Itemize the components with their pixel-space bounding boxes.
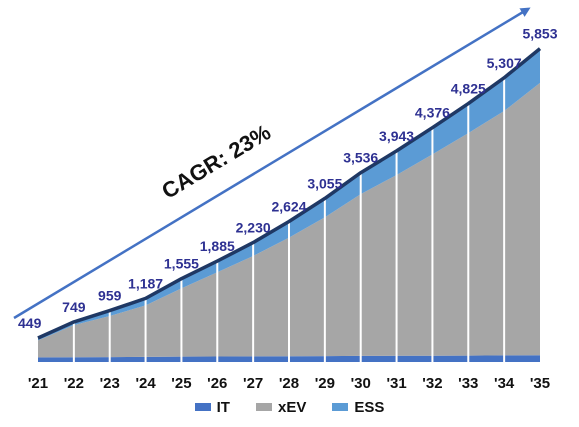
x-tick-label: '31 [386, 375, 406, 392]
x-tick-label: '32 [422, 375, 442, 392]
legend-item-it: IT [194, 398, 230, 416]
total-data-label: 2,230 [236, 220, 271, 236]
total-data-label: 3,055 [307, 175, 342, 191]
x-tick-label: '22 [64, 375, 84, 392]
legend-swatch-ess [332, 403, 349, 411]
legend-swatch-xev [255, 403, 272, 411]
total-data-label: 3,943 [379, 128, 414, 144]
total-data-label: 959 [98, 288, 122, 304]
x-tick-label: '28 [279, 375, 299, 392]
x-tick-label: '30 [351, 375, 371, 392]
area-xev [38, 82, 540, 358]
legend-label-it: IT [216, 398, 230, 416]
x-tick-label: '23 [100, 375, 120, 392]
total-data-label: 5,307 [487, 55, 522, 71]
total-data-label: 3,536 [343, 150, 378, 166]
x-tick-label: '35 [530, 375, 550, 392]
x-tick-label: '34 [494, 375, 515, 392]
total-data-label: 449 [18, 315, 42, 331]
total-data-label: 5,853 [522, 26, 557, 42]
legend-swatch-it [194, 403, 211, 411]
total-data-label: 1,187 [128, 275, 163, 291]
x-tick-label: '33 [458, 375, 478, 392]
x-tick-label: '29 [315, 375, 335, 392]
total-data-label: 2,624 [271, 198, 306, 214]
total-line [37, 47, 542, 340]
x-tick-label: '24 [135, 375, 156, 392]
cagr-trend-arrow [13, 7, 531, 320]
x-tick-label: '25 [171, 375, 191, 392]
total-data-label: 749 [62, 299, 86, 315]
legend-label-xev: xEV [277, 398, 307, 416]
x-tick-label: '26 [207, 375, 227, 392]
total-data-label: 1,555 [164, 256, 199, 272]
cagr-annotation: CAGR: 23% [157, 119, 275, 203]
legend-label-ess: ESS [354, 398, 385, 416]
total-data-label: 4,825 [451, 81, 486, 97]
legend-item-ess: ESS [332, 399, 384, 416]
x-tick-label: '27 [243, 375, 263, 392]
total-data-label: 4,376 [415, 105, 450, 121]
total-data-label: 1,885 [200, 238, 235, 254]
chart-legend: IT xEV ESS [0, 396, 579, 418]
legend-item-xev: xEV [255, 398, 307, 416]
x-tick-label: '21 [28, 375, 48, 392]
